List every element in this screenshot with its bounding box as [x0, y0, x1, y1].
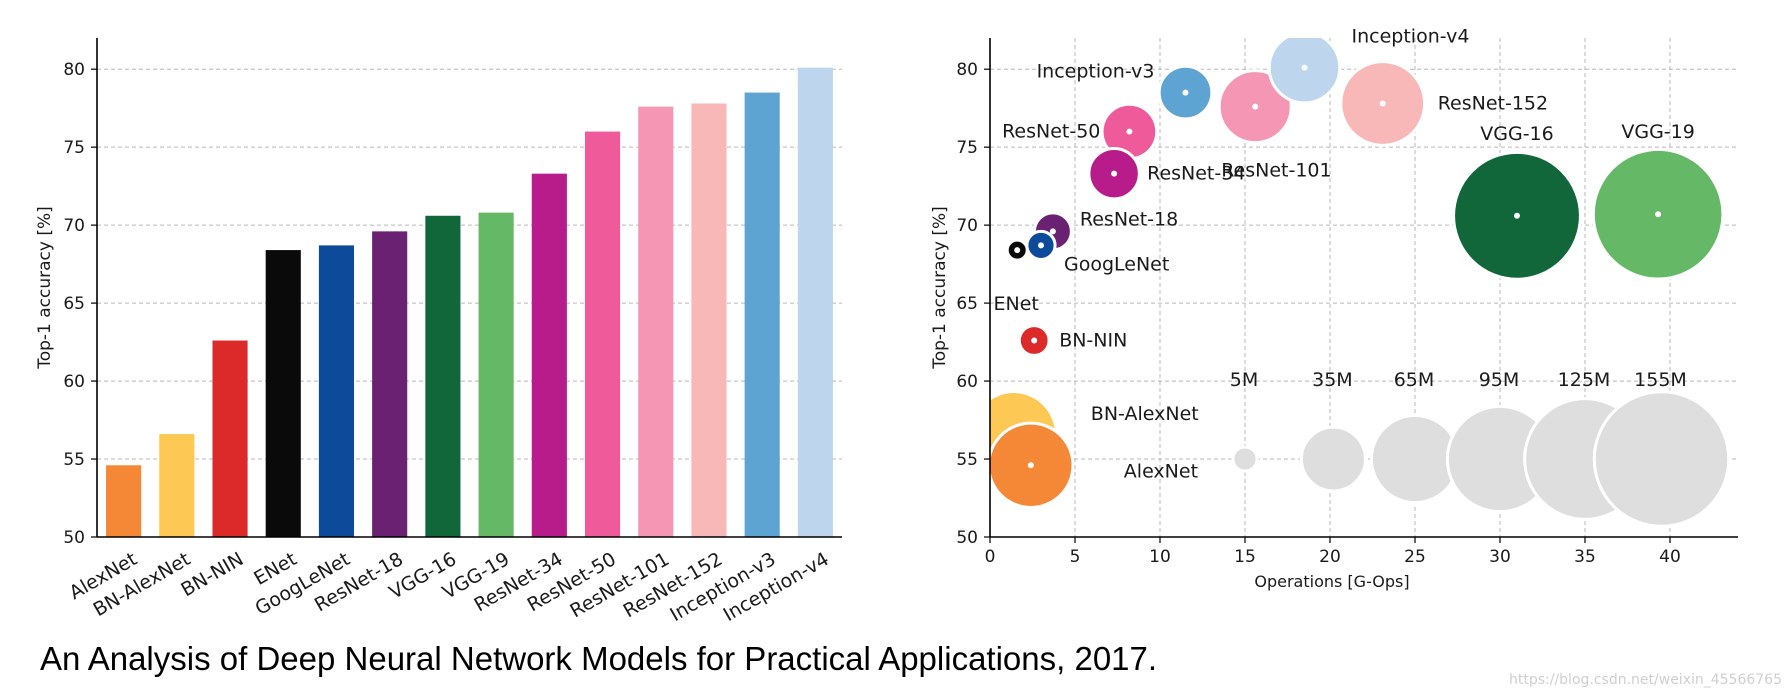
x-tick-label: 10 — [1149, 547, 1171, 567]
y-tick-label: 75 — [956, 138, 978, 158]
y-tick-label: 55 — [956, 450, 978, 470]
x-tick-label: BN-NIN — [177, 548, 247, 601]
size-legend-label: 95M — [1479, 369, 1520, 391]
x-tick-label: 30 — [1489, 547, 1511, 567]
bar-resnet-152 — [691, 103, 727, 538]
x-tick-label: 35 — [1574, 547, 1596, 567]
x-tick-label: 25 — [1404, 547, 1426, 567]
x-tick-label: 20 — [1319, 547, 1341, 567]
scatter-chart-accuracy-vs-ops: AlexNet BN-AlexNet BN-NIN ENet GoogLeNet ResN… — [930, 26, 1738, 591]
size-legend-bubble-65m — [1369, 413, 1461, 505]
size-legend-label: 65M — [1394, 369, 1435, 391]
bar-resnet-101 — [638, 106, 674, 538]
y-tick-label: 75 — [63, 138, 85, 158]
point-label: BN-NIN — [1059, 330, 1127, 352]
point-label: VGG-19 — [1621, 121, 1694, 143]
point-label: ResNet-34 — [1147, 163, 1245, 185]
point-label: GoogLeNet — [1064, 253, 1169, 275]
y-axis-title: Top-1 accuracy [%] — [930, 206, 950, 370]
y-tick-label: 65 — [956, 294, 978, 314]
bar-vgg-16 — [425, 215, 461, 538]
y-tick-label: 55 — [63, 450, 85, 470]
bar-alexnet — [106, 465, 142, 537]
bubble-center-enet — [1014, 247, 1021, 254]
figure-canvas: AlexNet BN-AlexNet BN-NIN ENet GoogLeNet ResN… — [35, 26, 1738, 626]
point-label: BN-AlexNet — [1091, 403, 1199, 425]
point-label: ResNet-18 — [1080, 208, 1178, 230]
point-label: Inception-v3 — [1037, 61, 1155, 83]
y-tick-label: 80 — [956, 60, 978, 80]
point-label: ResNet-152 — [1438, 92, 1548, 114]
point-label: ResNet-50 — [1002, 121, 1100, 143]
y-tick-label: 80 — [63, 60, 85, 80]
bar-resnet-50 — [584, 131, 621, 537]
y-tick-label: 65 — [63, 294, 85, 314]
bar-enet — [265, 250, 301, 537]
y-tick-label: 70 — [63, 216, 85, 236]
point-label: ENet — [994, 293, 1039, 315]
y-tick-label: 50 — [63, 528, 85, 548]
bubble-center-vgg-16 — [1514, 212, 1520, 219]
point-label: AlexNet — [1124, 460, 1198, 482]
size-legend-label: 35M — [1312, 369, 1353, 391]
y-axis-title: Top-1 accuracy [%] — [35, 206, 55, 370]
bar-vgg-19 — [478, 212, 514, 537]
plot-area — [990, 38, 1731, 528]
bar-inception-v4 — [797, 67, 833, 538]
size-legend-bubble-35m — [1299, 425, 1367, 493]
bar-inception-v3 — [744, 92, 780, 537]
bar-bn-alexnet — [159, 434, 195, 537]
y-tick-label: 60 — [956, 372, 978, 392]
size-legend-label: 125M — [1558, 369, 1611, 391]
x-tick-label: 0 — [985, 547, 996, 567]
bubble-center-resnet-152 — [1379, 100, 1386, 107]
point-label: VGG-16 — [1480, 123, 1553, 145]
y-tick-label: 60 — [63, 372, 85, 392]
point-label: ResNet-101 — [1221, 160, 1331, 182]
point-label: Inception-v4 — [1352, 26, 1470, 48]
watermark-text: https://blog.csdn.net/weixin_45566765 — [1508, 672, 1782, 688]
bubble-center-googlenet — [1038, 242, 1044, 249]
bubble-center-resnet-18 — [1049, 228, 1056, 235]
x-tick-label: 5 — [1070, 547, 1081, 567]
size-legend-label: 5M — [1230, 369, 1258, 391]
figure-caption: An Analysis of Deep Neural Network Model… — [40, 640, 1158, 677]
bar-bn-nin — [212, 340, 248, 537]
x-tick-label: 15 — [1234, 547, 1256, 567]
x-tick-label: 40 — [1659, 547, 1681, 567]
x-axis-title: Operations [G-Ops] — [1254, 572, 1409, 591]
bubble-center-resnet-50 — [1126, 128, 1133, 135]
bubble-center-alexnet — [1027, 462, 1034, 469]
bar-resnet-18 — [372, 231, 408, 538]
size-legend-label: 155M — [1634, 369, 1687, 391]
bubble-center-vgg-19 — [1655, 211, 1662, 218]
bubble-center-bn-nin — [1031, 337, 1038, 344]
size-legend-bubble-155m — [1592, 390, 1731, 528]
bubble-center-resnet-34 — [1111, 170, 1118, 177]
bar-resnet-34 — [531, 173, 567, 537]
y-tick-label: 50 — [956, 528, 978, 548]
bubble-center-inception-v3 — [1182, 89, 1189, 96]
size-legend-bubble-5m — [1231, 445, 1259, 473]
y-tick-label: 70 — [956, 216, 978, 236]
bubble-center-inception-v4 — [1301, 64, 1308, 71]
bubble-center-resnet-101 — [1252, 103, 1259, 110]
bar-googlenet — [318, 245, 355, 537]
